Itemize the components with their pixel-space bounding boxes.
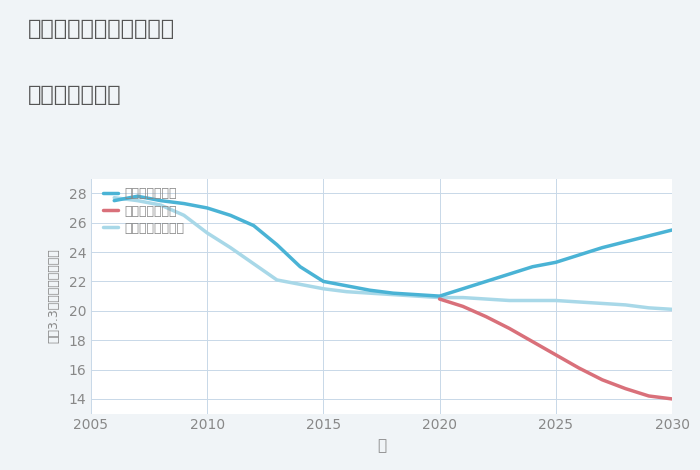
ノーマルシナリオ bbox=[203, 230, 211, 236]
ノーマルシナリオ bbox=[110, 195, 118, 201]
Text: 土地の価格推移: 土地の価格推移 bbox=[28, 85, 122, 105]
バッドシナリオ bbox=[622, 386, 630, 392]
ノーマルシナリオ bbox=[575, 299, 583, 305]
バッドシナリオ bbox=[598, 377, 606, 383]
バッドシナリオ bbox=[575, 365, 583, 371]
ノーマルシナリオ bbox=[505, 298, 514, 303]
グッドシナリオ bbox=[389, 290, 398, 296]
ノーマルシナリオ bbox=[296, 282, 304, 287]
バッドシナリオ bbox=[505, 326, 514, 331]
グッドシナリオ bbox=[110, 198, 118, 204]
Legend: グッドシナリオ, バッドシナリオ, ノーマルシナリオ: グッドシナリオ, バッドシナリオ, ノーマルシナリオ bbox=[103, 187, 184, 235]
グッドシナリオ bbox=[180, 201, 188, 206]
グッドシナリオ bbox=[342, 283, 351, 289]
グッドシナリオ bbox=[598, 245, 606, 251]
Text: 三重県津市美里町家所の: 三重県津市美里町家所の bbox=[28, 19, 175, 39]
ノーマルシナリオ bbox=[528, 298, 537, 303]
ノーマルシナリオ bbox=[622, 302, 630, 308]
グッドシナリオ bbox=[203, 205, 211, 211]
グッドシナリオ bbox=[412, 292, 421, 298]
ノーマルシナリオ bbox=[342, 289, 351, 295]
グッドシナリオ bbox=[296, 264, 304, 270]
グッドシナリオ bbox=[528, 264, 537, 270]
ノーマルシナリオ bbox=[458, 295, 467, 300]
ノーマルシナリオ bbox=[319, 286, 328, 291]
ノーマルシナリオ bbox=[598, 301, 606, 306]
バッドシナリオ bbox=[668, 396, 676, 402]
バッドシナリオ bbox=[645, 393, 653, 399]
ノーマルシナリオ bbox=[365, 290, 374, 296]
ノーマルシナリオ bbox=[249, 261, 258, 266]
ノーマルシナリオ bbox=[435, 295, 444, 300]
ノーマルシナリオ bbox=[412, 293, 421, 299]
グッドシナリオ bbox=[458, 286, 467, 291]
グッドシナリオ bbox=[226, 212, 234, 218]
グッドシナリオ bbox=[482, 279, 490, 284]
グッドシナリオ bbox=[249, 223, 258, 228]
ノーマルシナリオ bbox=[226, 245, 234, 251]
グッドシナリオ bbox=[622, 239, 630, 244]
グッドシナリオ bbox=[668, 227, 676, 233]
バッドシナリオ bbox=[458, 304, 467, 309]
グッドシナリオ bbox=[435, 293, 444, 299]
ノーマルシナリオ bbox=[668, 306, 676, 312]
ノーマルシナリオ bbox=[180, 212, 188, 218]
バッドシナリオ bbox=[435, 296, 444, 302]
グッドシナリオ bbox=[133, 194, 141, 199]
グッドシナリオ bbox=[505, 271, 514, 277]
グッドシナリオ bbox=[319, 279, 328, 284]
ノーマルシナリオ bbox=[157, 202, 165, 208]
ノーマルシナリオ bbox=[645, 305, 653, 311]
バッドシナリオ bbox=[552, 352, 560, 358]
Line: ノーマルシナリオ: ノーマルシナリオ bbox=[114, 198, 672, 309]
グッドシナリオ bbox=[645, 233, 653, 239]
X-axis label: 年: 年 bbox=[377, 438, 386, 453]
ノーマルシナリオ bbox=[133, 198, 141, 204]
バッドシナリオ bbox=[528, 339, 537, 345]
ノーマルシナリオ bbox=[482, 296, 490, 302]
ノーマルシナリオ bbox=[273, 277, 281, 283]
Y-axis label: 坪（3.3㎡）単価（万円）: 坪（3.3㎡）単価（万円） bbox=[47, 249, 60, 344]
バッドシナリオ bbox=[482, 314, 490, 320]
ノーマルシナリオ bbox=[552, 298, 560, 303]
ノーマルシナリオ bbox=[389, 292, 398, 298]
グッドシナリオ bbox=[273, 242, 281, 248]
グッドシナリオ bbox=[157, 198, 165, 204]
グッドシナリオ bbox=[552, 259, 560, 265]
グッドシナリオ bbox=[365, 288, 374, 293]
Line: バッドシナリオ: バッドシナリオ bbox=[440, 299, 672, 399]
グッドシナリオ bbox=[575, 252, 583, 258]
Line: グッドシナリオ: グッドシナリオ bbox=[114, 196, 672, 296]
